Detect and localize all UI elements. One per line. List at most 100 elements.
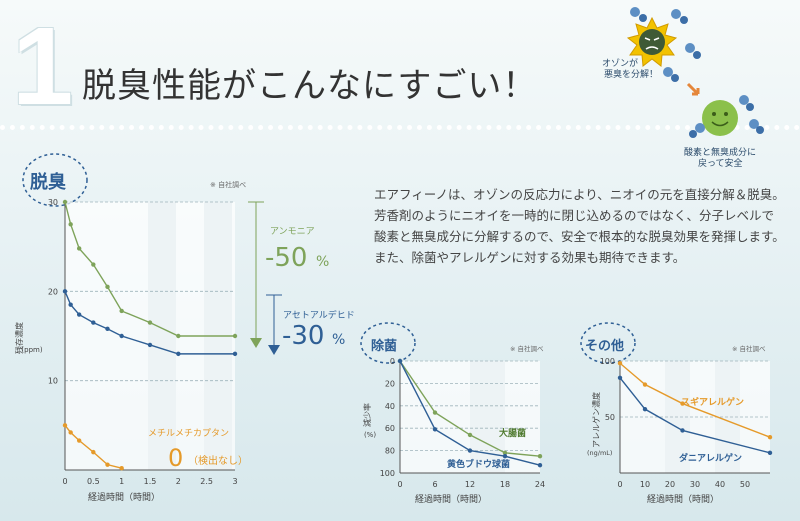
data-point <box>502 450 508 456</box>
acetaldehyde-reduction-bracket <box>266 294 282 355</box>
x-tick-label: 0.5 <box>87 477 100 486</box>
title-badge-icon <box>580 322 636 364</box>
data-point <box>617 361 623 366</box>
plot-area <box>65 202 235 470</box>
y-tick-label: 40 <box>385 402 395 411</box>
ammonia-label: アンモニア <box>270 227 315 237</box>
ozone-illustration: オゾンが 悪臭を分解！ 酸素と無臭成分に 戻って安全 <box>602 7 764 169</box>
illustration-top-label-2: 悪臭を分解！ <box>604 68 658 80</box>
x-tick-label: 6 <box>432 480 437 489</box>
x-tick-label: 10 <box>640 480 650 489</box>
page-title: 脱臭性能がこんなにすごい！ <box>82 66 538 106</box>
x-tick-label: 2.5 <box>200 477 213 486</box>
data-point <box>91 449 96 455</box>
data-point <box>147 320 153 325</box>
x-axis-label: 経過時間（時間） <box>647 493 719 505</box>
series-label-mite: ダニアレルゲン <box>679 452 742 464</box>
data-point <box>642 382 648 387</box>
y-axis-unit: (ppm) <box>21 346 42 354</box>
chart-title: 脱臭 <box>30 171 66 193</box>
x-tick-label: 0 <box>617 480 622 489</box>
x-tick-label: 30 <box>690 480 700 489</box>
chart-title: 除菌 <box>371 338 397 354</box>
x-tick-label: 40 <box>715 480 725 489</box>
x-tick-label: 2 <box>176 477 181 486</box>
y-tick-label: 50 <box>605 413 615 422</box>
data-point <box>62 423 68 428</box>
data-point <box>68 430 73 435</box>
data-point <box>76 438 82 443</box>
data-point <box>68 302 73 307</box>
data-point <box>432 427 438 432</box>
series-line <box>619 377 771 454</box>
data-point <box>105 462 110 467</box>
data-point <box>617 375 623 380</box>
description: エアフィーノは、オゾンの反応力により、ニオイの元を直接分解＆脱臭。 芳香剤のよう… <box>374 184 785 268</box>
x-tick-label: 24 <box>535 480 545 489</box>
series-label-cedar: スギアレルゲン <box>681 396 744 408</box>
series-label-staph: 黄色ブドウ球菌 <box>447 458 510 470</box>
x-tick-label: 20 <box>665 480 675 489</box>
data-point <box>147 342 153 348</box>
title-badge-icon <box>22 153 88 207</box>
data-point <box>537 462 543 468</box>
data-point <box>62 199 68 205</box>
y-tick-label: 10 <box>48 377 58 386</box>
data-point <box>68 222 73 227</box>
y-tick-label: 0 <box>390 357 395 366</box>
ammonia-reduction-unit: % <box>316 254 329 270</box>
x-axis-label: 経過時間（時間） <box>88 491 160 503</box>
illustration-bottom-label-1: 酸素と無臭成分に <box>684 146 756 158</box>
x-tick-label: 1.5 <box>144 477 157 486</box>
spiky-ozone-icon <box>626 16 678 67</box>
methyl-value: 0 <box>168 444 183 472</box>
data-point <box>467 448 473 453</box>
acetaldehyde-reduction-unit: % <box>332 332 345 348</box>
ammonia-reduction-bracket <box>248 201 264 348</box>
section-number: 1 <box>12 5 74 128</box>
x-tick-label: 0 <box>62 477 67 486</box>
data-point <box>76 312 82 317</box>
y-axis-label: アレルゲン濃度 <box>591 392 601 448</box>
acetaldehyde-label: アセトアルデヒド <box>283 309 355 321</box>
data-point <box>537 454 543 459</box>
data-point <box>232 333 238 339</box>
description-line: エアフィーノは、オゾンの反応力により、ニオイの元を直接分解＆脱臭。 <box>374 187 785 202</box>
data-point <box>91 320 96 325</box>
bacteria-icon <box>630 7 701 82</box>
illustration-bottom-label-2: 戻って安全 <box>698 157 743 169</box>
y-tick-label: 80 <box>385 447 395 456</box>
y-tick-label: 100 <box>380 469 395 478</box>
y-tick-label: 20 <box>48 287 58 296</box>
chart-note: ※ 自社調べ <box>732 344 766 353</box>
data-point <box>119 466 124 471</box>
deodorize-chart: 脱臭 ※ 自社調べ 30 20 10 0 0.5 1 1.5 2 2.5 3 経過時間（時間） 残… <box>14 153 355 503</box>
illustration-top-label-1: オゾンが <box>602 57 638 69</box>
data-point <box>119 333 124 339</box>
arrow-icon <box>686 82 700 96</box>
data-point <box>502 454 508 459</box>
chart-note: ※ 自社調べ <box>210 180 246 189</box>
data-point <box>680 428 685 433</box>
x-tick-label: 12 <box>465 480 475 489</box>
y-axis-label: 減少率 <box>362 403 372 427</box>
data-point <box>767 434 773 440</box>
y-tick-label: 30 <box>48 198 58 207</box>
description-line: また、除菌やアレルゲンに対する効果も期待できます。 <box>374 250 686 265</box>
x-tick-label: 50 <box>740 480 750 489</box>
x-axis-label: 経過時間（時間） <box>415 493 487 505</box>
data-point <box>680 401 685 406</box>
y-tick-label: 60 <box>385 424 395 433</box>
chart-note: ※ 自社調べ <box>510 344 544 353</box>
x-tick-label: 18 <box>500 480 510 489</box>
x-tick-label: 3 <box>232 477 237 486</box>
data-point <box>105 326 110 332</box>
x-tick-label: 1 <box>119 477 124 486</box>
acetaldehyde-reduction-value: -30 <box>282 321 324 351</box>
methyl-detail: （検出なし） <box>188 454 248 467</box>
data-point <box>642 406 648 412</box>
data-point <box>105 284 110 290</box>
chart-title: その他 <box>585 338 624 354</box>
y-axis-label: 残存濃度 <box>14 322 24 354</box>
